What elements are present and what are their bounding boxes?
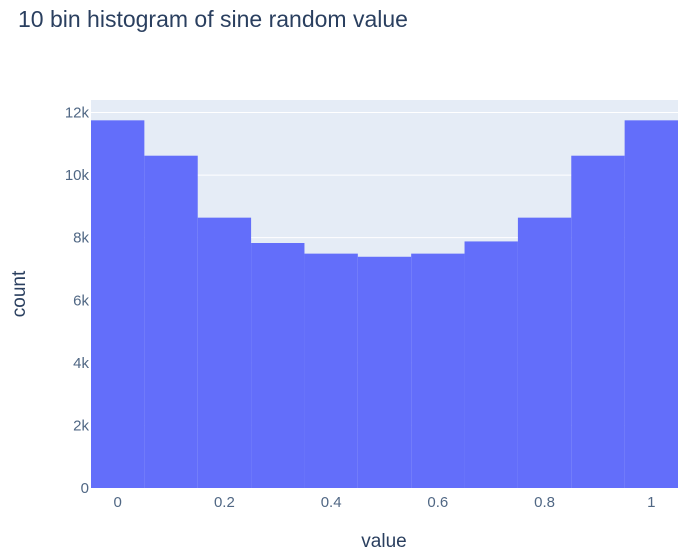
- histogram-bar[interactable]: [144, 155, 198, 488]
- histogram-bar[interactable]: [304, 253, 358, 488]
- y-tick-label: 6k: [73, 292, 89, 309]
- x-tick-label: 1: [647, 494, 655, 511]
- histogram-bar[interactable]: [464, 241, 518, 488]
- x-axis-title: value: [361, 531, 406, 552]
- y-tick-label: 10k: [65, 167, 90, 184]
- y-axis-ticks: 0 2k 4k 6k 8k 10k 12k: [65, 105, 90, 497]
- histogram-bars: [91, 120, 678, 488]
- histogram-bar[interactable]: [571, 155, 625, 488]
- histogram-bar[interactable]: [91, 120, 145, 488]
- y-tick-label: 2k: [73, 417, 89, 434]
- histogram-bar[interactable]: [624, 120, 678, 488]
- y-axis-title: count: [9, 270, 30, 317]
- histogram-bar[interactable]: [517, 217, 572, 488]
- x-tick-label: 0.2: [214, 494, 235, 511]
- x-tick-label: 0.4: [321, 494, 342, 511]
- histogram-bar[interactable]: [197, 217, 252, 488]
- x-tick-label: 0.6: [427, 494, 448, 511]
- histogram-bar[interactable]: [357, 256, 412, 488]
- y-tick-label: 12k: [65, 105, 90, 122]
- x-tick-label: 0.8: [534, 494, 555, 511]
- x-axis-ticks: 0 0.2 0.4 0.6 0.8 1: [114, 494, 656, 511]
- histogram-bar[interactable]: [251, 242, 305, 488]
- y-tick-label: 8k: [73, 230, 89, 247]
- histogram-bar[interactable]: [411, 253, 465, 488]
- x-tick-label: 0: [114, 494, 122, 511]
- y-tick-label: 4k: [73, 355, 89, 372]
- chart-title: 10 bin histogram of sine random value: [18, 6, 408, 32]
- y-tick-label: 0: [81, 480, 89, 497]
